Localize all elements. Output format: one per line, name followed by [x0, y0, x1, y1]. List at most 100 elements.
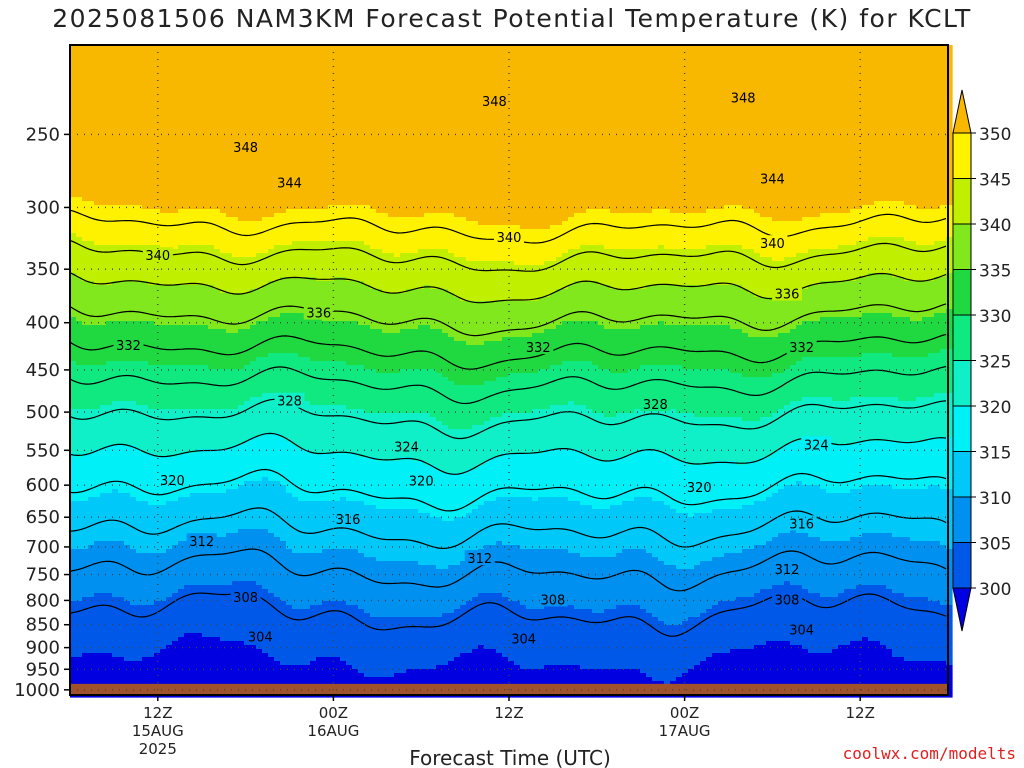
field-cell — [454, 173, 461, 178]
field-cell — [256, 129, 263, 134]
field-cell — [730, 149, 737, 154]
field-cell — [544, 173, 551, 178]
field-cell — [220, 49, 227, 54]
field-cell — [112, 177, 119, 182]
field-cell — [484, 125, 491, 130]
field-cell — [292, 65, 299, 70]
field-cell — [928, 173, 935, 178]
field-cell — [544, 49, 551, 54]
field-cell — [568, 117, 575, 122]
field-cell — [148, 133, 155, 138]
field-cell — [214, 173, 221, 178]
field-cell — [124, 149, 131, 154]
field-cell — [538, 113, 545, 118]
field-cell — [670, 133, 677, 138]
field-cell — [454, 73, 461, 78]
field-cell — [256, 117, 263, 122]
field-cell — [676, 133, 683, 138]
field-cell — [934, 85, 941, 90]
field-cell — [346, 173, 353, 178]
field-cell — [112, 165, 119, 170]
field-cell — [256, 57, 263, 62]
field-cell — [112, 161, 119, 166]
field-cell — [322, 93, 329, 98]
field-cell — [160, 109, 167, 114]
field-cell — [436, 157, 443, 162]
field-cell — [406, 81, 413, 86]
field-cell — [700, 149, 707, 154]
field-cell — [112, 129, 119, 134]
field-cell — [118, 61, 125, 66]
field-cell — [226, 65, 233, 70]
field-cell — [436, 81, 443, 86]
field-cell — [172, 145, 179, 150]
field-cell — [220, 141, 227, 146]
field-cell — [172, 105, 179, 110]
field-cell — [370, 121, 377, 126]
field-cell — [580, 109, 587, 114]
field-cell — [436, 61, 443, 66]
field-cell — [676, 177, 683, 182]
field-cell — [256, 109, 263, 114]
field-cell — [460, 105, 467, 110]
field-cell — [916, 169, 923, 174]
field-cell — [748, 133, 755, 138]
field-cell — [808, 89, 815, 94]
field-cell — [706, 117, 713, 122]
field-cell — [388, 101, 395, 106]
field-cell — [544, 93, 551, 98]
field-cell — [640, 77, 647, 82]
field-cell — [844, 161, 851, 166]
field-cell — [88, 125, 95, 130]
field-cell — [748, 169, 755, 174]
field-cell — [136, 161, 143, 166]
field-cell — [706, 145, 713, 150]
field-cell — [592, 85, 599, 90]
field-cell — [268, 145, 275, 150]
field-cell — [166, 149, 173, 154]
field-cell — [532, 81, 539, 86]
field-cell — [922, 149, 929, 154]
field-cell — [106, 53, 113, 58]
field-cell — [244, 85, 251, 90]
field-cell — [946, 161, 953, 166]
field-cell — [796, 153, 803, 158]
field-cell — [766, 125, 773, 130]
field-cell — [274, 137, 281, 142]
field-cell — [418, 105, 425, 110]
field-cell — [364, 117, 371, 122]
field-cell — [136, 117, 143, 122]
field-cell — [322, 121, 329, 126]
field-cell — [568, 49, 575, 54]
field-cell — [580, 81, 587, 86]
field-cell — [562, 161, 569, 166]
field-cell — [754, 117, 761, 122]
field-cell — [508, 125, 515, 130]
field-cell — [520, 117, 527, 122]
field-cell — [376, 89, 383, 94]
field-cell — [490, 133, 497, 138]
field-cell — [322, 153, 329, 158]
field-cell — [904, 109, 911, 114]
field-cell — [658, 53, 665, 58]
field-cell — [880, 157, 887, 162]
field-cell — [268, 61, 275, 66]
field-cell — [430, 173, 437, 178]
field-cell — [712, 109, 719, 114]
field-cell — [508, 137, 515, 142]
field-cell — [838, 145, 845, 150]
field-cell — [202, 53, 209, 58]
field-cell — [232, 93, 239, 98]
field-cell — [286, 53, 293, 58]
field-cell — [454, 105, 461, 110]
field-cell — [874, 57, 881, 62]
field-cell — [334, 149, 341, 154]
field-cell — [394, 145, 401, 150]
field-cell — [838, 137, 845, 142]
field-cell — [250, 169, 257, 174]
field-cell — [838, 65, 845, 70]
field-cell — [706, 113, 713, 118]
field-cell — [910, 141, 917, 146]
field-cell — [442, 77, 449, 82]
field-cell — [550, 121, 557, 126]
